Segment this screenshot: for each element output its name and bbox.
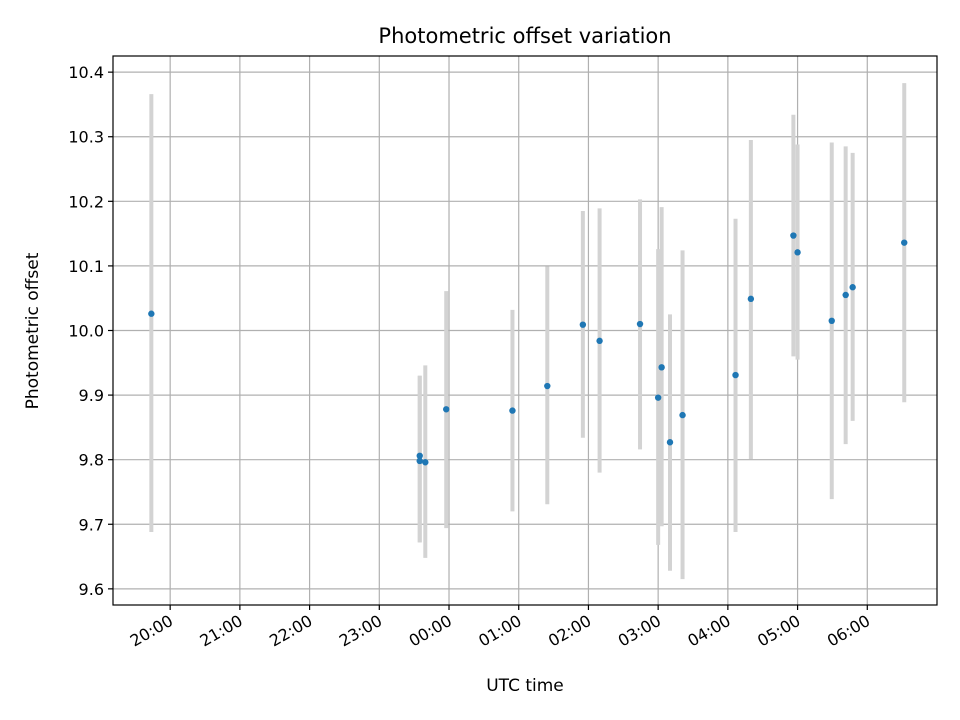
y-tick-label: 10.1	[68, 257, 104, 276]
y-tick-label: 9.6	[79, 580, 104, 599]
data-point	[148, 310, 155, 317]
data-point	[732, 371, 739, 379]
data-point	[842, 291, 849, 299]
data-point	[416, 457, 423, 465]
data-point	[443, 406, 450, 413]
data-point	[828, 317, 835, 325]
data-point	[901, 239, 908, 246]
data-point	[679, 411, 686, 419]
data-point	[666, 439, 674, 446]
y-axis-ticks: 9.6 9.7 9.8 9.9 10.0 10.1 10.2 10.3 10.4	[68, 63, 113, 599]
grid-lines	[113, 56, 937, 605]
data-point	[654, 394, 662, 401]
data-point	[416, 452, 423, 460]
y-tick-label: 9.9	[79, 386, 104, 405]
x-axis-label: UTC time	[486, 676, 564, 696]
data-point	[747, 295, 755, 303]
y-tick-label: 10.3	[68, 128, 104, 147]
data-point	[509, 407, 516, 414]
data-point	[658, 364, 665, 371]
data-point	[794, 249, 801, 256]
data-point	[544, 382, 551, 390]
y-tick-label: 10.2	[68, 192, 104, 211]
data-point	[596, 337, 603, 345]
y-tick-label: 10.4	[68, 63, 104, 82]
chart-title: Photometric offset variation	[378, 24, 671, 48]
data-point	[790, 232, 797, 239]
y-tick-label: 9.7	[79, 515, 104, 534]
data-point	[579, 321, 587, 328]
data-point	[422, 459, 429, 466]
data-point	[636, 320, 644, 328]
data-point	[849, 284, 856, 291]
data-points	[148, 232, 908, 466]
y-tick-label: 9.8	[79, 451, 104, 470]
y-axis-label: Photometric offset	[23, 252, 43, 409]
y-tick-label: 10.0	[68, 322, 104, 341]
